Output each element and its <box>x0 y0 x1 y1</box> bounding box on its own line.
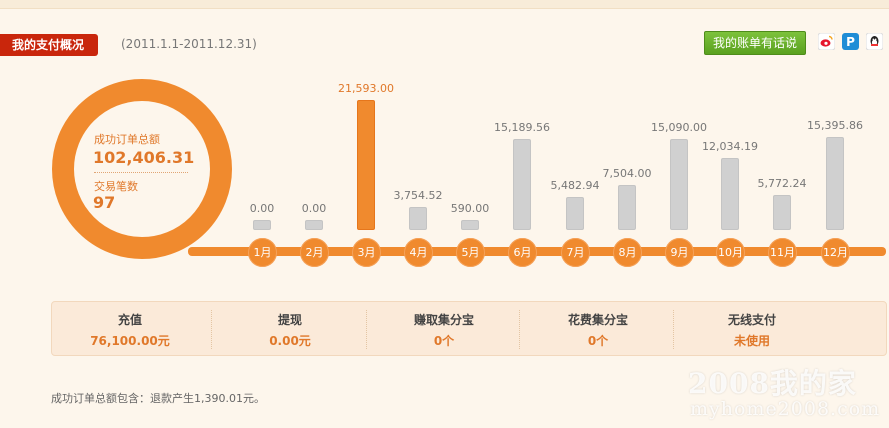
month-marker[interactable]: 9月 <box>665 238 694 267</box>
stat-withdraw: 提现 0.00元 <box>212 302 368 357</box>
svg-text:P: P <box>846 35 855 49</box>
stat-label: 提现 <box>277 313 302 327</box>
month-marker[interactable]: 10月 <box>716 238 745 267</box>
stat-divider <box>519 310 520 349</box>
chart-bar <box>670 139 688 230</box>
stat-recharge: 充值 76,100.00元 <box>52 302 208 357</box>
stat-divider <box>673 310 674 349</box>
chart-bar <box>721 157 739 230</box>
chart-value-label: 15,090.00 <box>651 121 707 135</box>
month-marker[interactable]: 1月 <box>248 238 277 267</box>
chart-bar <box>826 137 844 230</box>
top-strip <box>0 0 889 9</box>
watermark-url: myhome2008.com <box>690 398 881 420</box>
chart-bar <box>566 196 584 230</box>
watermark-title: 2008我的家 <box>688 367 857 400</box>
month-marker[interactable]: 8月 <box>613 238 642 267</box>
summary-ring <box>52 79 232 259</box>
chart-bar <box>461 220 479 230</box>
bill-feedback-button[interactable]: 我的账单有话说 <box>704 31 807 55</box>
stat-label: 花费集分宝 <box>567 313 628 327</box>
stat-label: 无线支付 <box>727 313 776 327</box>
renren-icon[interactable]: P <box>842 33 859 50</box>
chart-bar <box>409 207 427 230</box>
stat-label: 充值 <box>117 313 142 327</box>
qq-icon[interactable] <box>866 33 883 50</box>
stat-spent-points: 花费集分宝 0个 <box>520 302 676 357</box>
stat-value: 76,100.00元 <box>90 334 170 348</box>
chart-bar <box>618 184 636 230</box>
chart-bar <box>513 138 531 230</box>
chart-value-label: 590.00 <box>450 202 490 215</box>
summary-divider <box>94 172 188 173</box>
month-marker[interactable]: 6月 <box>508 238 537 267</box>
stat-divider <box>366 310 367 349</box>
stat-value: 0个 <box>587 334 609 348</box>
chart-value-label: 3,754.52 <box>393 189 443 203</box>
chart-bar <box>357 100 375 230</box>
month-marker[interactable]: 7月 <box>561 238 590 267</box>
stat-value: 0个 <box>433 334 455 348</box>
stat-wireless-pay: 无线支付 未使用 <box>674 302 830 357</box>
stat-earned-points: 赚取集分宝 0个 <box>366 302 522 357</box>
chart-bar <box>305 220 323 230</box>
chart-value-label: 7,504.00 <box>602 166 652 180</box>
stat-label: 赚取集分宝 <box>413 313 474 327</box>
page-title: 我的支付概况 <box>0 34 99 56</box>
chart-value-label: 15,189.56 <box>494 120 550 134</box>
trade-count-value: 97 <box>93 193 116 212</box>
stat-value: 未使用 <box>733 334 770 348</box>
month-marker[interactable]: 12月 <box>821 238 850 267</box>
chart-value-label: 0.00 <box>301 202 327 215</box>
month-marker[interactable]: 2月 <box>300 238 329 267</box>
order-total-value: 102,406.31 <box>93 148 195 167</box>
month-marker[interactable]: 4月 <box>404 238 433 267</box>
footnote: 成功订单总额包含：退款产生1,390.01元。 <box>51 392 265 405</box>
month-marker[interactable]: 3月 <box>352 238 381 267</box>
chart-value-label: 15,395.86 <box>807 119 863 133</box>
order-total-label: 成功订单总额 <box>94 133 160 146</box>
month-marker[interactable]: 11月 <box>768 238 797 267</box>
chart-value-label: 0.00 <box>249 202 275 215</box>
chart-value-label: 5,482.94 <box>550 178 600 192</box>
stat-value: 0.00元 <box>269 334 311 348</box>
stat-divider <box>211 310 212 349</box>
sina-weibo-icon[interactable] <box>818 33 835 50</box>
chart-bar <box>773 195 791 230</box>
chart-value-label: 5,772.24 <box>757 177 807 191</box>
month-marker[interactable]: 5月 <box>456 238 485 267</box>
chart-value-label: 12,034.19 <box>702 139 758 153</box>
timeline-axis <box>188 247 886 256</box>
stats-panel: 充值 76,100.00元 提现 0.00元 赚取集分宝 0个 花费集分宝 0个… <box>51 301 887 356</box>
trade-count-label: 交易笔数 <box>94 180 138 193</box>
chart-bar <box>253 220 271 230</box>
date-range: (2011.1.1-2011.12.31) <box>121 37 257 51</box>
chart-value-label: 21,593.00 <box>338 82 394 95</box>
